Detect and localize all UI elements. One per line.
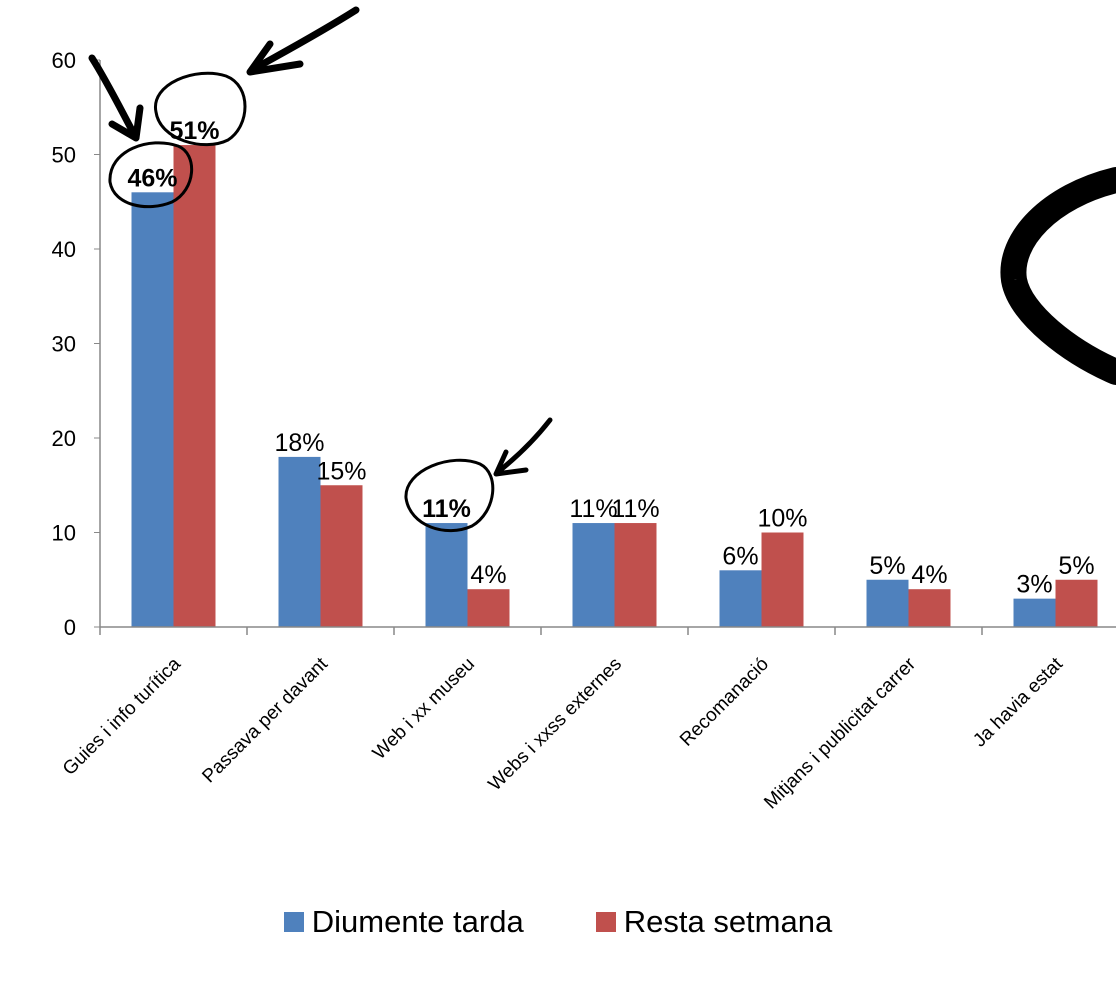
legend-item-resta-setmana: Resta setmana [595,904,833,940]
data-label: 4% [911,561,947,589]
data-label: 4% [470,561,506,589]
bar [425,523,468,627]
bar [173,145,216,628]
annotation-arrowhead-2 [246,40,304,76]
bar [1055,579,1098,627]
annotation-circle-2 [154,71,247,147]
y-tick-label: 10 [52,521,76,546]
annotation-arrowhead-1 [108,104,144,142]
data-label: 51% [169,117,219,145]
annotation-circle-3 [404,458,495,533]
data-label: 15% [316,457,366,485]
handwritten-annotations [88,6,1116,533]
legend-swatch-resta-setmana [595,912,616,932]
annotation-arrow-2 [248,6,360,74]
y-tick-label: 0 [64,615,76,640]
y-axis-ticks: 0 10 20 30 40 50 60 [52,48,100,640]
data-label: 5% [869,552,905,580]
data-label: 46% [127,164,177,192]
y-tick-label: 20 [52,426,76,451]
bar [908,589,951,627]
data-label: 11% [422,495,471,523]
bar [866,579,909,627]
data-label: 5% [1058,552,1094,580]
category-label: Guies i info turítica [59,653,185,779]
category-label: Recomanació [676,654,773,751]
category-label: Ja havia estat [969,653,1067,751]
annotation-arrow-1 [88,54,138,138]
bar [131,192,174,628]
bars [131,145,1098,628]
category-label: Mitjans i publicitat carrer [760,653,920,813]
y-tick-label: 50 [52,143,76,168]
data-label: 11% [569,495,617,523]
annotation-arrow-3 [495,417,553,475]
bar [1013,598,1056,627]
data-label: 10% [757,505,807,533]
bar [278,456,321,627]
y-tick-label: 40 [52,237,76,262]
category-label: Webs i xxss externes [485,654,627,796]
legend-label-resta-setmana: Resta setmana [623,904,833,939]
data-label: 11% [611,495,659,523]
annotation-large-curve [1000,167,1116,385]
axes [99,60,1116,635]
annotation-circle-1 [108,141,193,209]
bar [719,570,762,627]
bar [614,523,657,627]
bar [467,589,510,627]
y-tick-label: 30 [52,332,76,357]
category-label: Passava per davant [198,653,332,787]
data-label: 6% [722,542,758,570]
legend-label-diumente-tarda: Diumente tarda [311,904,524,939]
bar [320,485,363,627]
data-labels: 46%51%18%15%11%4%11%11%6%10%5% 4% 3%5% [127,117,1094,599]
category-labels: Guies i info turítica Passava per davant W… [59,653,1068,813]
bar [572,523,615,627]
bar [761,532,804,627]
legend: Diumente tarda Resta setmana [0,892,1116,952]
legend-item-diumente-tarda: Diumente tarda [283,904,524,940]
legend-swatch-diumente-tarda [283,912,304,932]
annotation-arrowhead-3 [493,449,529,477]
category-label: Web i xx museu [369,654,479,764]
data-label: 3% [1016,571,1052,599]
y-tick-label: 60 [52,48,76,73]
data-label: 18% [274,429,324,457]
